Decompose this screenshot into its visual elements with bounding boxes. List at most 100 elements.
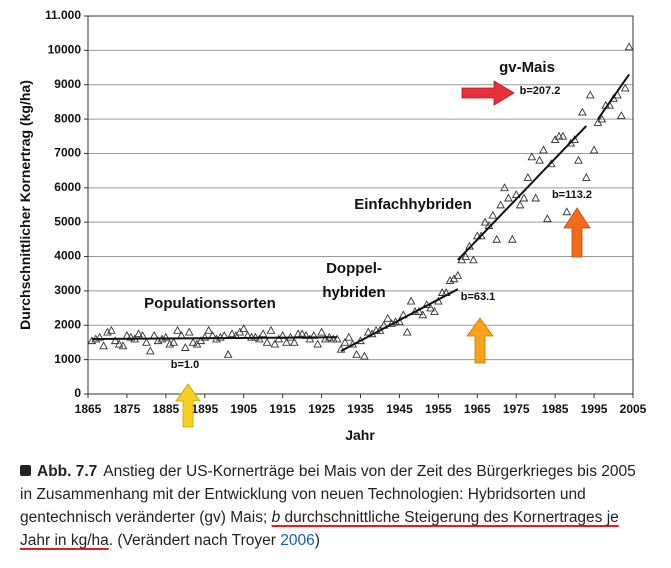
- y-tick-label: 8000: [54, 111, 81, 125]
- data-point: [504, 193, 513, 202]
- plot-frame: [87, 15, 634, 395]
- data-point: [215, 332, 225, 341]
- data-point: [535, 155, 544, 164]
- data-point: [114, 339, 124, 348]
- data-point: [110, 336, 120, 345]
- data-point: [340, 337, 350, 346]
- data-point: [227, 329, 237, 338]
- annotation: hybriden: [322, 284, 385, 301]
- x-axis-label: Jahr: [345, 427, 375, 443]
- data-point: [352, 349, 361, 358]
- data-point: [122, 331, 132, 339]
- trend-line: [340, 288, 459, 352]
- arrow: [466, 317, 494, 364]
- data-point: [511, 190, 521, 199]
- x-tick-label: 1995: [581, 402, 608, 416]
- data-point: [180, 343, 190, 351]
- data-point: [363, 327, 373, 336]
- data-point: [262, 337, 272, 346]
- data-point: [126, 332, 136, 341]
- x-tick-label: 1925: [308, 402, 335, 416]
- caption-reference[interactable]: 2006: [280, 532, 315, 549]
- chart: 0 1000 2000 3000 4000 5000 6000 7000 8000 9000 100…: [17, 8, 647, 443]
- y-tick-label: 9000: [54, 77, 81, 91]
- data-point: [165, 339, 175, 348]
- arrow: [563, 207, 591, 258]
- y-tick-label: 2000: [54, 317, 81, 331]
- data-point: [480, 217, 490, 226]
- data-point: [118, 341, 128, 350]
- caption-underlined-text: durchschnittliche Steigerung des Kornert…: [20, 509, 619, 549]
- caption-underlined: b durchschnittliche Steigerung des Korne…: [20, 509, 619, 549]
- data-point: [173, 325, 182, 334]
- y-axis-label: Durchschnittlicher Kornertrag (kg/ha): [17, 80, 33, 330]
- y-tick-label: 10000: [48, 43, 82, 57]
- data-point: [519, 193, 529, 202]
- annotation: Einfachhybriden: [354, 196, 472, 213]
- data-point: [492, 234, 502, 243]
- data-point: [99, 341, 108, 350]
- data-point: [523, 172, 533, 181]
- data-point: [616, 111, 626, 119]
- data-point: [383, 313, 393, 322]
- trend-line: [457, 125, 588, 261]
- x-tick-label: 1935: [347, 402, 374, 416]
- data-point: [142, 337, 151, 346]
- data-point: [531, 193, 541, 202]
- data-point: [184, 327, 194, 336]
- data-point: [581, 172, 591, 181]
- data-point: [500, 183, 509, 192]
- data-point: [258, 329, 268, 338]
- y-tick-label: 11.000: [45, 8, 81, 22]
- data-point: [539, 145, 548, 154]
- slope-label: b=1.0: [171, 359, 199, 371]
- y-tick-label: 6000: [54, 180, 81, 194]
- data-point: [204, 325, 214, 334]
- data-point: [574, 155, 583, 164]
- data-point: [87, 336, 97, 345]
- data-point: [289, 337, 299, 346]
- slope-label: b=113.2: [552, 189, 592, 201]
- data-point: [344, 332, 354, 341]
- data-point: [145, 346, 155, 355]
- slope-label: b=207.2: [520, 85, 561, 97]
- arrow: [461, 80, 515, 106]
- annotation: Populationssorten: [144, 295, 276, 312]
- x-tick-label: 1955: [425, 402, 452, 416]
- data-point: [496, 200, 506, 209]
- data-point: [469, 255, 478, 264]
- data-point: [558, 131, 568, 140]
- data-point: [542, 214, 552, 223]
- x-tick-label: 1905: [230, 402, 257, 416]
- data-point: [103, 327, 112, 336]
- data-point: [270, 339, 280, 348]
- data-point: [161, 332, 171, 341]
- caption-icon: [20, 465, 31, 476]
- data-point: [134, 329, 143, 338]
- x-tick-label: 1895: [191, 402, 218, 416]
- y-tick-label: 7000: [54, 146, 81, 160]
- data-point: [585, 90, 595, 99]
- data-point: [149, 331, 159, 339]
- annotation: Doppel-: [326, 260, 382, 277]
- data-point: [223, 349, 233, 358]
- caption-symbol: b: [271, 509, 281, 526]
- x-tick-label: 2005: [620, 402, 647, 416]
- data-point: [461, 252, 470, 260]
- plot: [87, 42, 634, 360]
- data-point: [406, 296, 416, 305]
- caption-text: . (Verändert nach Troyer: [108, 532, 281, 549]
- y-tick-label: 5000: [54, 214, 81, 228]
- x-tick-label: 1915: [269, 402, 296, 416]
- data-point: [562, 207, 572, 216]
- data-point: [515, 200, 525, 209]
- x-tick-label: 1965: [464, 402, 491, 416]
- data-point: [95, 332, 105, 341]
- data-point: [488, 210, 498, 219]
- data-point: [430, 307, 439, 315]
- data-point: [578, 107, 587, 116]
- data-point: [332, 334, 342, 343]
- y-tick-label: 4000: [54, 249, 81, 263]
- caption-label: Abb. 7.7: [37, 463, 98, 480]
